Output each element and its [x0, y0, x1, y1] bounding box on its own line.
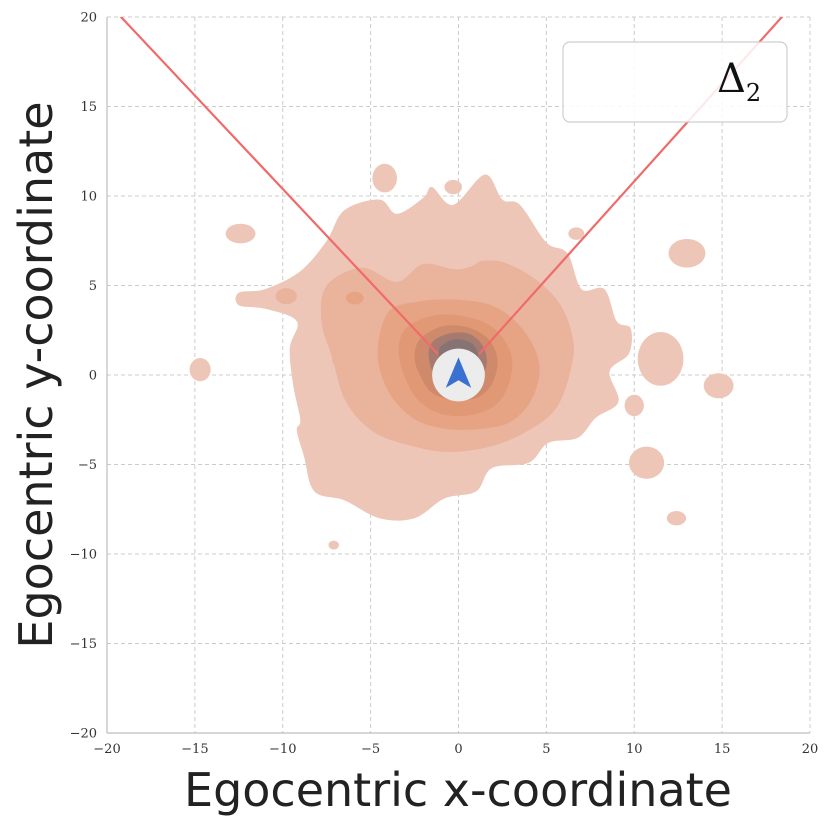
legend-symbol: Δ — [717, 56, 746, 102]
density-blob — [346, 291, 364, 305]
legend-subscript: 2 — [746, 79, 761, 107]
x-tick-label: 10 — [626, 742, 643, 757]
density-blob — [444, 179, 463, 195]
x-tick-label: −15 — [181, 742, 208, 757]
density-blob — [225, 223, 256, 244]
y-tick-label: 10 — [80, 190, 97, 205]
x-tick-label: 20 — [802, 742, 819, 757]
y-axis-label: Egocentric y-coordinate — [9, 101, 63, 648]
density-blob — [328, 540, 339, 550]
legend-entry: Δ2 — [717, 56, 761, 107]
legend-box — [562, 41, 788, 123]
x-tick-label: 0 — [454, 742, 462, 757]
legend: Δ2 — [562, 41, 788, 123]
y-tick-labels: −20 −15 −10 −5 0 5 10 15 20 — [70, 11, 97, 742]
x-axis-label: Egocentric x-coordinate — [184, 763, 732, 817]
view-line-left — [119, 17, 439, 355]
x-tick-label: −20 — [93, 742, 120, 757]
density-blob — [331, 348, 357, 370]
density-blob — [628, 446, 665, 479]
y-tick-label: 0 — [89, 369, 97, 384]
density-blob — [474, 260, 496, 275]
y-tick-label: 5 — [89, 279, 97, 294]
y-tick-label: −5 — [78, 458, 97, 473]
y-tick-label: −20 — [70, 727, 97, 742]
arrow-up-icon — [445, 357, 472, 388]
plot-frame — [106, 17, 810, 734]
y-tick-label: −15 — [70, 637, 97, 652]
agent-marker — [432, 348, 485, 402]
y-tick-label: 20 — [80, 11, 97, 26]
density-blob — [703, 373, 734, 399]
density-blob — [372, 163, 397, 193]
density-blob — [189, 357, 211, 382]
density-blob — [568, 227, 585, 240]
density-blob — [624, 394, 644, 417]
density-blob — [275, 288, 297, 305]
x-tick-label: −5 — [361, 742, 380, 757]
density-blob — [668, 238, 706, 268]
density-blob — [637, 332, 684, 386]
x-tick-label: 5 — [542, 742, 550, 757]
y-tick-label: −10 — [70, 548, 97, 563]
x-tick-labels: −20 −15 −10 −5 0 5 10 15 20 — [93, 742, 818, 757]
x-tick-label: −10 — [269, 742, 296, 757]
y-tick-label: 15 — [80, 100, 97, 115]
density-blob — [666, 511, 687, 526]
x-tick-label: 15 — [714, 742, 731, 757]
